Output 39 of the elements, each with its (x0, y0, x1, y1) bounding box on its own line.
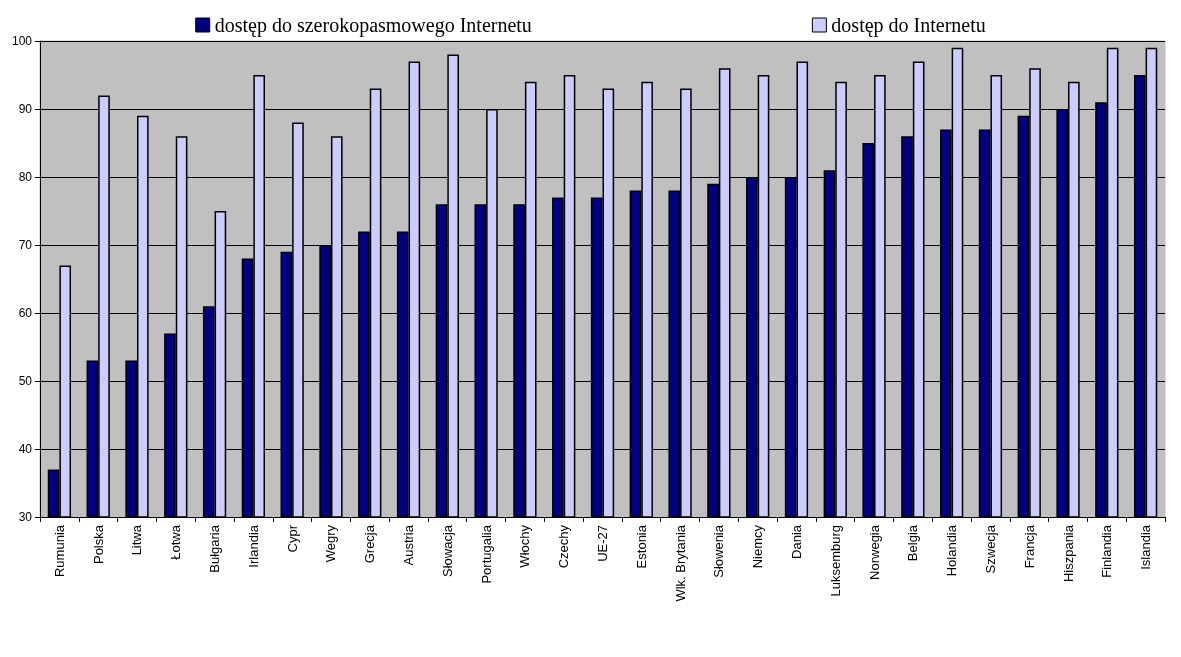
x-tick-label: Holandia (944, 524, 960, 577)
x-tick-label: Norwegia (866, 524, 882, 580)
y-tick-label: 100 (11, 34, 33, 48)
x-tick-label: Portugalia (478, 524, 494, 584)
y-tick-label: 90 (18, 102, 33, 116)
x-tick-label: Estonia (633, 524, 649, 569)
x-tick-label: Słowenia (711, 524, 727, 578)
x-tick-label: Islandia (1138, 524, 1154, 570)
x-tick-label: Włochy (517, 524, 533, 568)
x-tick-label: Hiszpania (1060, 524, 1076, 583)
y-tick-label: 60 (18, 306, 33, 320)
x-tick-label: Łotwa (168, 524, 184, 560)
x-tick-label: Słowacja (439, 524, 455, 578)
x-tick-label: Bułgaria (207, 524, 223, 573)
x-tick-label: Dania (788, 524, 804, 559)
x-tick-label: Finlandia (1099, 524, 1115, 578)
legend-label: dostęp do szerokopasmowego Internetu (214, 14, 532, 37)
x-tick-label: Luksemburg (827, 525, 843, 597)
x-tick-label: Belgia (905, 524, 921, 562)
legend-label: dostęp do Internetu (831, 14, 986, 37)
x-tick-label: Wegry (323, 524, 339, 563)
x-tick-label: Niemcy (750, 524, 766, 569)
x-tick-label: Wlk. Brytania (672, 524, 688, 602)
y-tick-label: 70 (18, 238, 33, 252)
y-tick-label: 30 (18, 510, 33, 524)
x-tick-label: Czechy (556, 524, 572, 569)
x-tick-label: Francja (1021, 524, 1037, 569)
y-tick-label: 40 (18, 442, 33, 456)
x-tick-label: Cypr (284, 524, 300, 553)
x-tick-label: Grecja (362, 524, 378, 564)
x-tick-label: Litwa (129, 524, 145, 556)
y-tick-label: 50 (18, 374, 33, 388)
x-tick-label: Szwecja (982, 524, 998, 574)
x-tick-label: Polska (90, 524, 106, 565)
x-tick-label: Austria (401, 524, 417, 566)
y-tick-label: 80 (18, 170, 33, 184)
x-tick-label: Irlandia (245, 524, 261, 568)
x-tick-label: UE-27 (595, 525, 610, 562)
x-tick-label: Rumunia (51, 524, 67, 578)
